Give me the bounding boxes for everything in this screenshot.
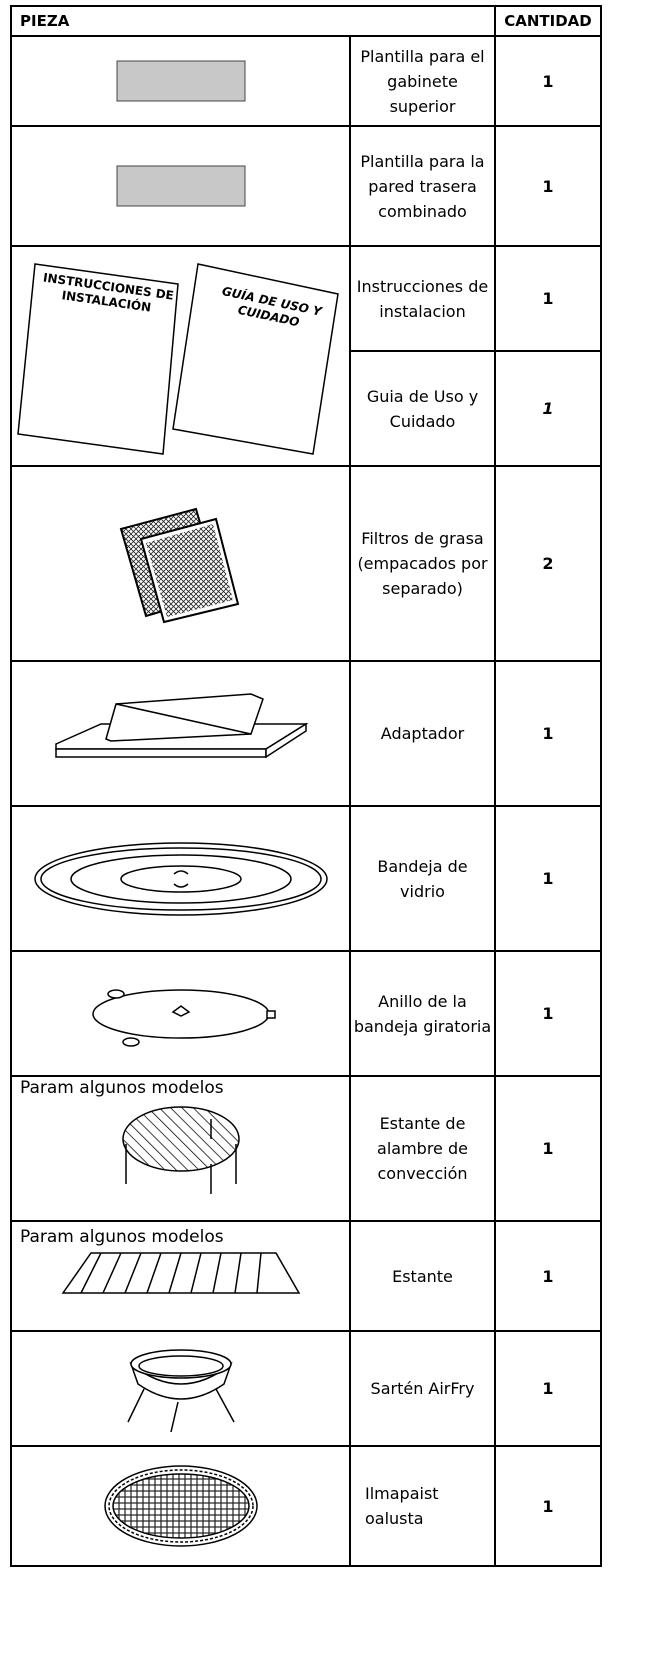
illustration-cell: Param algunos modelos <box>10 1075 351 1222</box>
description: Filtros de grasa (empacados por separado… <box>349 465 496 662</box>
quantity: 1 <box>494 950 602 1077</box>
description: Plantilla para el gabinete superior <box>349 35 496 127</box>
filters-icon <box>119 507 239 623</box>
description: Bandeja de vidrio <box>349 805 496 952</box>
manuals-icon: INSTRUCCIONES DE INSTALACIÓN GUÍA DE USO… <box>17 262 339 455</box>
quantity: 1 <box>494 35 602 127</box>
illustration-cell <box>10 465 351 662</box>
illustration-cell: Param algunos modelos <box>10 1220 351 1332</box>
illustration-cell: INSTRUCCIONES DE INSTALACIÓN GUÍA DE USO… <box>10 245 351 467</box>
quantity: 1 <box>494 660 602 807</box>
wire-rack-icon <box>121 1106 240 1194</box>
parts-table: PIEZA CANTIDAD Plantilla para el gabinete… <box>10 5 602 1567</box>
header-piece: PIEZA <box>10 5 496 37</box>
rack-icon <box>61 1252 300 1294</box>
description: Estante de alambre de convección <box>349 1075 496 1222</box>
illustration-cell <box>10 950 351 1077</box>
description: Adaptador <box>349 660 496 807</box>
quantity: 1 <box>494 1075 602 1222</box>
quantity: 1 <box>494 1330 602 1447</box>
quantity: 1 <box>494 350 602 467</box>
quantity: 1 <box>494 805 602 952</box>
header-quantity: CANTIDAD <box>494 5 602 37</box>
turntable-ring-icon <box>91 988 276 1047</box>
illustration-cell <box>10 35 351 127</box>
quantity: 1 <box>494 1220 602 1332</box>
note: Param algunos modelos <box>20 1227 224 1247</box>
illustration-cell <box>10 125 351 247</box>
description: Instrucciones de instalacion <box>349 245 496 352</box>
glass-tray-icon <box>33 841 328 916</box>
adapter-icon <box>54 692 309 758</box>
illustration-cell <box>10 805 351 952</box>
description: Guia de Uso y Cuidado <box>349 350 496 467</box>
quantity: 1 <box>494 125 602 247</box>
note: Param algunos modelos <box>20 1078 224 1098</box>
description: Estante <box>349 1220 496 1332</box>
illustration-cell <box>10 1330 351 1447</box>
template-icon <box>116 60 245 102</box>
description: Ilmapaist oalusta <box>349 1445 496 1567</box>
description: Plantilla para la pared trasera combinad… <box>349 125 496 247</box>
airfry-basket-icon <box>103 1465 258 1547</box>
quantity: 1 <box>494 245 602 352</box>
illustration-cell <box>10 660 351 807</box>
quantity: 1 <box>494 1445 602 1567</box>
description: Anillo de la bandeja giratoria <box>349 950 496 1077</box>
quantity: 2 <box>494 465 602 662</box>
illustration-cell <box>10 1445 351 1567</box>
description: Sartén AirFry <box>349 1330 496 1447</box>
airfry-pan-icon <box>126 1348 235 1432</box>
template-icon <box>116 165 245 207</box>
